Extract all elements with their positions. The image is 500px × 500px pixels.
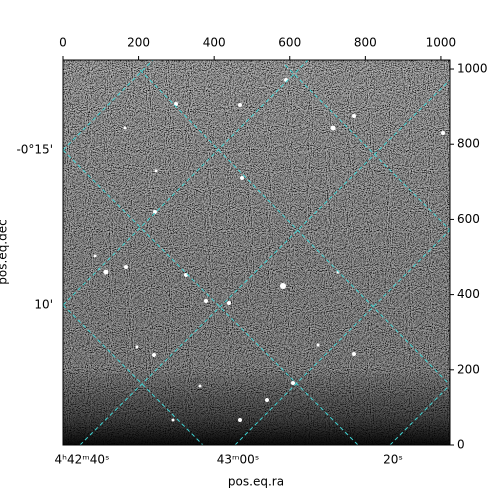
x-axis-label: pos.eq.ra [228, 475, 284, 489]
x-tick-label: 600 [278, 36, 301, 50]
frame [62, 59, 451, 446]
ra-tick-label: 20ˢ [383, 453, 403, 467]
y-tick-label: 800 [457, 137, 480, 151]
dec-tick-label: 10' [34, 298, 53, 312]
y-tick-label: 600 [457, 212, 480, 226]
y-tick-label: 200 [457, 362, 480, 376]
image [63, 60, 450, 445]
y-tick-label: 400 [457, 287, 480, 301]
x-tick-label: 200 [127, 36, 150, 50]
ra-tick-label: 4ʰ42ᵐ40ˢ [55, 453, 110, 467]
coordinate-grid [63, 60, 450, 445]
x-tick-label: 400 [203, 36, 226, 50]
y-tick-label: 0 [457, 438, 465, 452]
y-axis-label: pos.eq.dec [0, 219, 10, 284]
x-tick-label: 800 [354, 36, 377, 50]
stars [93, 78, 445, 422]
x-tick-label: 1000 [426, 36, 457, 50]
dec-tick-label: -0°15' [16, 143, 53, 157]
ra-tick-label: 43ᵐ00ˢ [217, 453, 260, 467]
y-tick-label: 1000 [457, 62, 488, 76]
x-tick-label: 0 [59, 36, 67, 50]
